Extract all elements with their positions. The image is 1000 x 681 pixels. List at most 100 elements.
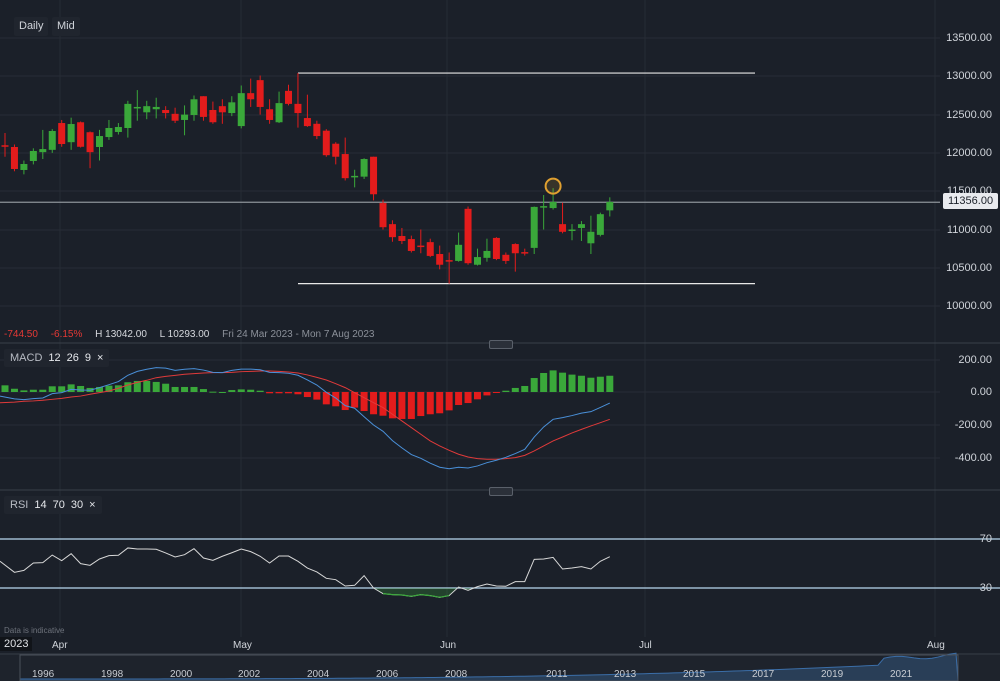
date-range: Fri 24 Mar 2023 - Mon 7 Aug 2023 [222, 329, 375, 340]
price-label: 10000.00 [946, 300, 992, 312]
candle-body [58, 123, 66, 145]
candle-body [360, 159, 368, 177]
candle-body [303, 118, 311, 127]
macd-histogram-bar [577, 375, 585, 392]
candle-body [67, 124, 75, 143]
rsi-period: 14 [34, 499, 47, 511]
macd-histogram-bar [39, 389, 47, 392]
macd-histogram-bar [606, 375, 614, 392]
macd-histogram-bar [1, 385, 9, 392]
candle-body [285, 90, 292, 104]
macd-histogram-bar [313, 392, 321, 400]
pane-resize-handle[interactable] [489, 340, 513, 349]
macd-histogram-bar [162, 383, 170, 392]
price-label: 10500.00 [946, 262, 992, 274]
rsi-close-icon[interactable]: × [89, 499, 96, 511]
navigator-year: 2017 [752, 669, 775, 680]
macd-histogram-bar [58, 386, 66, 392]
change-percent: -6.15% [50, 329, 83, 340]
macd-histogram-bar [540, 372, 548, 392]
candle-body [29, 150, 37, 162]
candle-body [124, 103, 132, 129]
macd-histogram-bar [492, 392, 500, 393]
candle-body [341, 154, 349, 179]
macd-histogram-bar [199, 389, 207, 392]
macd-histogram-bar [436, 392, 444, 414]
rsi-oversold-segment [401, 594, 412, 597]
navigator-year: 2006 [376, 669, 399, 680]
candle-body [96, 136, 103, 148]
candle-body [398, 236, 406, 241]
rsi-line [0, 547, 611, 598]
candle-body [464, 208, 472, 264]
macd-axis-label: 200.00 [958, 354, 992, 366]
macd-histogram-bar [549, 370, 557, 392]
navigator-year: 1996 [32, 669, 55, 680]
navigator-year: 2015 [683, 669, 706, 680]
macd-histogram-bar [285, 392, 292, 394]
macd-histogram-bar [133, 380, 141, 392]
macd-signal-line [0, 370, 610, 460]
macd-axis-label: 0.00 [970, 386, 992, 398]
daily-button[interactable]: Daily [14, 17, 49, 36]
macd-histogram-bar [67, 384, 75, 392]
macd-histogram-bar [266, 392, 274, 394]
candle-body [10, 147, 18, 169]
macd-close-icon[interactable]: × [97, 352, 104, 364]
macd-histogram-bar [521, 385, 529, 392]
candle-body [218, 106, 226, 113]
candle-body [20, 164, 28, 170]
rsi-axis-label: 30 [979, 582, 992, 594]
macd-axis-label: -200.00 [954, 419, 992, 431]
candle-body [351, 175, 359, 178]
month-label: Aug [927, 640, 945, 651]
macd-name: MACD [10, 352, 43, 364]
candle-body [577, 224, 585, 228]
macd-histogram-bar [332, 392, 340, 407]
candle-body [133, 106, 141, 109]
macd-histogram-bar [152, 381, 160, 392]
macd-histogram-bar [294, 392, 302, 395]
macd-histogram-bar [143, 380, 151, 392]
rsi-oversold-segment [420, 594, 431, 597]
macd-histogram-bar [417, 392, 425, 417]
candle-body [114, 127, 122, 132]
macd-histogram-bar [407, 392, 415, 419]
price-label: 13000.00 [946, 70, 992, 82]
candle-body [445, 260, 453, 262]
candle-body [237, 93, 245, 127]
macd-histogram-bar [96, 386, 103, 392]
macd-histogram-bar [303, 392, 311, 398]
candle-body [86, 132, 94, 153]
macd-histogram-bar [388, 392, 396, 419]
macd-histogram-bar [275, 392, 283, 394]
candle-body [483, 250, 491, 258]
candle-body [388, 224, 396, 238]
macd-histogram-bar [596, 376, 604, 392]
candle-body [209, 110, 217, 123]
macd-histogram-bar [587, 377, 595, 392]
month-label: Jul [639, 640, 652, 651]
candle-body [266, 109, 274, 120]
rsi-oversold-segment [382, 593, 393, 596]
macd-histogram-bar [559, 372, 567, 392]
macd-histogram-bar [171, 386, 179, 392]
pane-resize-handle[interactable] [489, 487, 513, 496]
macd-histogram-bar [455, 392, 463, 405]
low-value: L 10293.00 [159, 329, 210, 340]
macd-histogram-bar [445, 392, 453, 411]
year-label: 2023 [0, 637, 33, 651]
rsi-name: RSI [10, 499, 29, 511]
macd-histogram-bar [237, 389, 245, 392]
rsi-helper [5, 588, 610, 597]
candle-body [1, 145, 9, 147]
price-label: 11000.00 [946, 224, 992, 236]
highlight-circle [544, 177, 562, 195]
current-price-tag: 11356.00 [943, 193, 999, 209]
mid-button[interactable]: Mid [52, 17, 80, 36]
navigator-year: 2019 [821, 669, 844, 680]
rsi-oversold-segment [430, 595, 440, 598]
candle-body [143, 106, 151, 113]
macd-histogram-bar [511, 387, 519, 392]
